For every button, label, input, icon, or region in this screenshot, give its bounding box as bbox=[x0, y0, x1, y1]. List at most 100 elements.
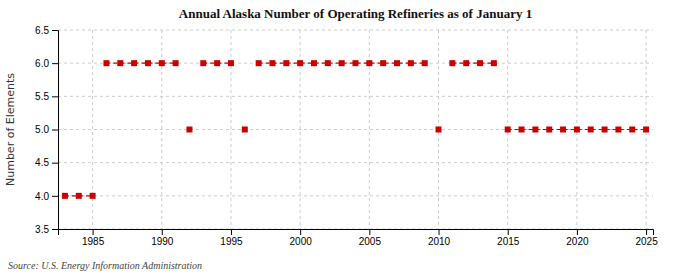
tick-label: 5.5 bbox=[35, 91, 49, 102]
point bbox=[228, 60, 234, 66]
point bbox=[477, 60, 483, 66]
tick-mark bbox=[52, 96, 58, 97]
point bbox=[200, 60, 206, 66]
grid-line bbox=[161, 30, 162, 229]
point bbox=[602, 127, 608, 133]
axis-line bbox=[52, 31, 59, 230]
point bbox=[62, 193, 68, 199]
point bbox=[76, 193, 82, 199]
grid-line bbox=[58, 30, 653, 31]
tick-label: 6.5 bbox=[35, 25, 49, 36]
grid-line bbox=[230, 30, 231, 229]
tick-mark bbox=[231, 229, 232, 235]
tick-label: 1985 bbox=[82, 236, 105, 247]
point bbox=[186, 127, 192, 133]
point bbox=[463, 60, 469, 66]
tick-label: 2005 bbox=[359, 236, 382, 247]
title: Annual Alaska Number of Operating Refine… bbox=[179, 6, 532, 21]
marks bbox=[62, 60, 649, 199]
tick: 6.5 bbox=[35, 25, 58, 36]
point bbox=[131, 60, 137, 66]
point bbox=[629, 127, 635, 133]
tick-label: 2020 bbox=[566, 236, 589, 247]
tick: 1995 bbox=[220, 229, 243, 247]
point bbox=[408, 60, 414, 66]
tick-mark bbox=[369, 229, 370, 235]
tick: 1985 bbox=[82, 229, 105, 247]
tick-label: 4.5 bbox=[35, 157, 49, 168]
tick-mark bbox=[52, 63, 58, 64]
point bbox=[366, 60, 372, 66]
point bbox=[117, 60, 123, 66]
tick: 2000 bbox=[290, 229, 313, 247]
tick-label: 5.0 bbox=[35, 124, 49, 135]
tick-mark bbox=[508, 229, 509, 235]
point bbox=[449, 60, 455, 66]
tick-label: 2025 bbox=[635, 236, 658, 247]
grid-line bbox=[300, 30, 301, 229]
tick-label: 1995 bbox=[220, 236, 243, 247]
tick-mark bbox=[52, 163, 58, 164]
plot: 1985 1990 1995 2000 2005 2010 2015 2020 2025 3.5 4… bbox=[35, 25, 658, 247]
point bbox=[242, 127, 248, 133]
point bbox=[615, 127, 621, 133]
point bbox=[546, 127, 552, 133]
tick-label: 4.0 bbox=[35, 191, 49, 202]
tick-label: 2010 bbox=[428, 236, 451, 247]
point bbox=[283, 60, 289, 66]
tick-mark bbox=[162, 229, 163, 235]
y-axis-title: Number of Elements bbox=[4, 73, 17, 186]
x-axis: 1985 1990 1995 2000 2005 2010 2015 2020 2025 bbox=[59, 229, 659, 247]
tick-mark bbox=[52, 30, 58, 31]
grid-line bbox=[58, 162, 653, 163]
point bbox=[311, 60, 317, 66]
tick-label: 2015 bbox=[497, 236, 520, 247]
tick-mark bbox=[646, 229, 647, 235]
annotation: Source: U.S. Energy Information Administ… bbox=[8, 260, 202, 271]
tick-mark bbox=[52, 196, 58, 197]
tick: 4.5 bbox=[35, 157, 58, 168]
tick-label: 6.0 bbox=[35, 58, 49, 69]
point bbox=[436, 127, 442, 133]
run-segment bbox=[106, 63, 175, 64]
point bbox=[90, 193, 96, 199]
point bbox=[339, 60, 345, 66]
point bbox=[173, 60, 179, 66]
tick-mark bbox=[439, 229, 440, 235]
tick-label: 3.5 bbox=[35, 224, 49, 235]
point bbox=[145, 60, 151, 66]
tick-mark bbox=[577, 229, 578, 235]
point bbox=[422, 60, 428, 66]
tick: 2005 bbox=[359, 229, 382, 247]
tick: 2015 bbox=[497, 229, 520, 247]
point bbox=[574, 127, 580, 133]
tick: 2025 bbox=[635, 229, 658, 247]
run-segment bbox=[452, 63, 494, 64]
point bbox=[491, 60, 497, 66]
tick: 5.0 bbox=[35, 124, 58, 135]
grid-line bbox=[58, 195, 653, 196]
point bbox=[297, 60, 303, 66]
grid bbox=[58, 30, 653, 229]
tick: 1990 bbox=[151, 229, 174, 247]
point bbox=[588, 127, 594, 133]
point bbox=[325, 60, 331, 66]
tick-label: 1990 bbox=[151, 236, 174, 247]
tick: 2010 bbox=[428, 229, 451, 247]
point bbox=[103, 60, 109, 66]
point bbox=[560, 127, 566, 133]
tick-mark bbox=[300, 229, 301, 235]
point bbox=[505, 127, 511, 133]
point bbox=[394, 60, 400, 66]
tick-label: 2000 bbox=[290, 236, 313, 247]
tick: 4.0 bbox=[35, 191, 58, 202]
point bbox=[269, 60, 275, 66]
tick-mark bbox=[52, 130, 58, 131]
point bbox=[532, 127, 538, 133]
point bbox=[353, 60, 359, 66]
point bbox=[380, 60, 386, 66]
y-axis: 3.5 4.0 4.5 5.0 5.5 6.0 6.5 bbox=[35, 25, 58, 235]
point bbox=[519, 127, 525, 133]
tick: 3.5 bbox=[35, 224, 58, 235]
point bbox=[159, 60, 165, 66]
